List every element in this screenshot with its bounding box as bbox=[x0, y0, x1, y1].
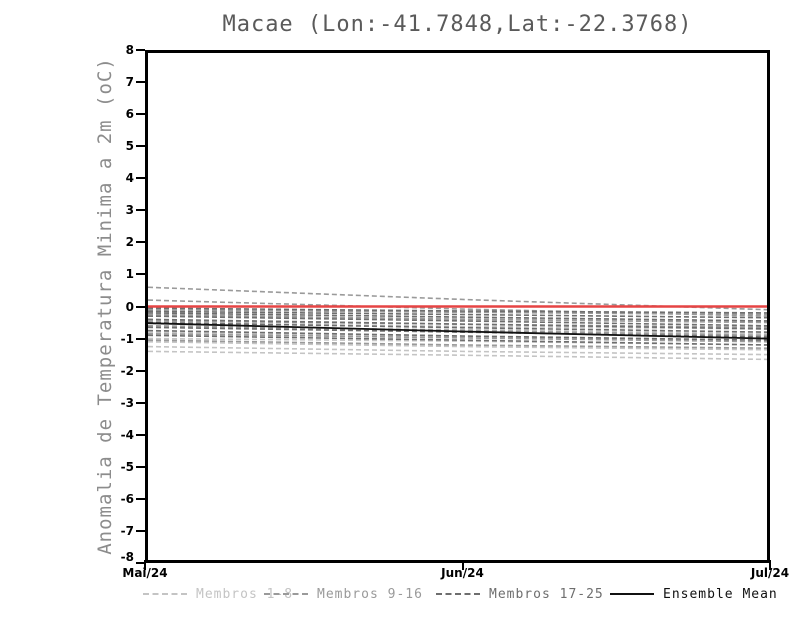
y-tick bbox=[136, 273, 145, 276]
plot-area bbox=[145, 50, 770, 563]
x-tick bbox=[769, 560, 771, 570]
legend-line-swatch bbox=[264, 593, 308, 595]
y-tick bbox=[136, 465, 145, 468]
member-line bbox=[147, 331, 768, 341]
member-line bbox=[147, 332, 768, 343]
legend-line-swatch bbox=[436, 593, 480, 595]
x-tick-label: Jun/24 bbox=[441, 566, 484, 580]
y-tick bbox=[136, 49, 145, 51]
member-line bbox=[147, 345, 768, 356]
member-line bbox=[147, 339, 768, 349]
member-line bbox=[147, 334, 768, 346]
y-tick bbox=[136, 113, 145, 116]
x-tick-label: Mai/24 bbox=[122, 566, 168, 580]
y-tick-label: 5 bbox=[125, 139, 134, 154]
y-tick bbox=[136, 81, 145, 84]
legend-item: Membros 17-25 bbox=[436, 586, 604, 602]
legend-label: Membros 9-16 bbox=[317, 586, 423, 602]
y-tick-label: 8 bbox=[125, 43, 134, 57]
y-tick-label: -5 bbox=[120, 459, 134, 474]
legend-label: Ensemble Mean bbox=[663, 586, 778, 602]
y-tick-label: 2 bbox=[125, 235, 134, 250]
legend-item: Membros 1-8 bbox=[143, 586, 293, 602]
y-tick bbox=[136, 497, 145, 500]
member-line bbox=[147, 315, 768, 327]
legend-item: Membros 9-16 bbox=[264, 586, 423, 602]
legend-line-swatch bbox=[610, 593, 654, 595]
member-line bbox=[147, 313, 768, 324]
x-tick bbox=[461, 560, 464, 570]
legend-label: Membros 17-25 bbox=[489, 586, 604, 602]
y-tick bbox=[136, 433, 145, 436]
y-tick-label: -2 bbox=[120, 363, 134, 378]
y-tick-label: 0 bbox=[125, 299, 134, 314]
member-line bbox=[147, 329, 768, 341]
y-tick-label: -7 bbox=[120, 523, 134, 538]
y-tick bbox=[136, 562, 145, 564]
y-tick-label: -4 bbox=[120, 427, 134, 442]
y-tick bbox=[136, 401, 145, 404]
y-tick-label: -1 bbox=[120, 331, 134, 346]
plot-frame bbox=[145, 50, 770, 563]
y-tick-label: 7 bbox=[125, 75, 134, 90]
member-line bbox=[147, 318, 768, 330]
y-tick-label: -8 bbox=[120, 550, 134, 564]
member-line bbox=[147, 350, 768, 361]
y-tick bbox=[136, 337, 145, 340]
member-line bbox=[147, 324, 768, 337]
y-tick bbox=[136, 241, 145, 244]
legend-label: Membros 1-8 bbox=[196, 586, 294, 602]
member-line bbox=[147, 340, 768, 351]
y-tick-label: 1 bbox=[125, 267, 134, 282]
y-tick-label: 4 bbox=[125, 171, 134, 186]
member-line bbox=[147, 286, 768, 311]
chart-title: Macae (Lon:-41.7848,Lat:-22.3768) bbox=[222, 12, 693, 37]
member-line bbox=[147, 307, 768, 314]
y-tick bbox=[136, 369, 145, 372]
member-line bbox=[147, 312, 768, 322]
y-tick bbox=[136, 145, 145, 148]
member-line bbox=[147, 310, 768, 319]
legend-item: Ensemble Mean bbox=[610, 586, 778, 602]
y-tick bbox=[136, 529, 145, 532]
legend-line-swatch bbox=[143, 593, 187, 595]
x-tick-label: Jul/24 bbox=[750, 566, 790, 580]
member-line bbox=[147, 299, 768, 317]
y-tick-label: 3 bbox=[125, 203, 134, 218]
member-line bbox=[147, 337, 768, 346]
member-line bbox=[147, 321, 768, 333]
x-tick bbox=[144, 560, 146, 570]
y-tick-label: -3 bbox=[120, 395, 134, 410]
y-tick bbox=[136, 209, 145, 212]
member-line bbox=[147, 308, 768, 316]
y-tick bbox=[136, 177, 145, 180]
y-tick-label: 6 bbox=[125, 107, 134, 122]
ensemble-mean-line bbox=[147, 322, 768, 340]
y-tick-label: -6 bbox=[120, 491, 134, 506]
y-tick bbox=[136, 305, 145, 308]
